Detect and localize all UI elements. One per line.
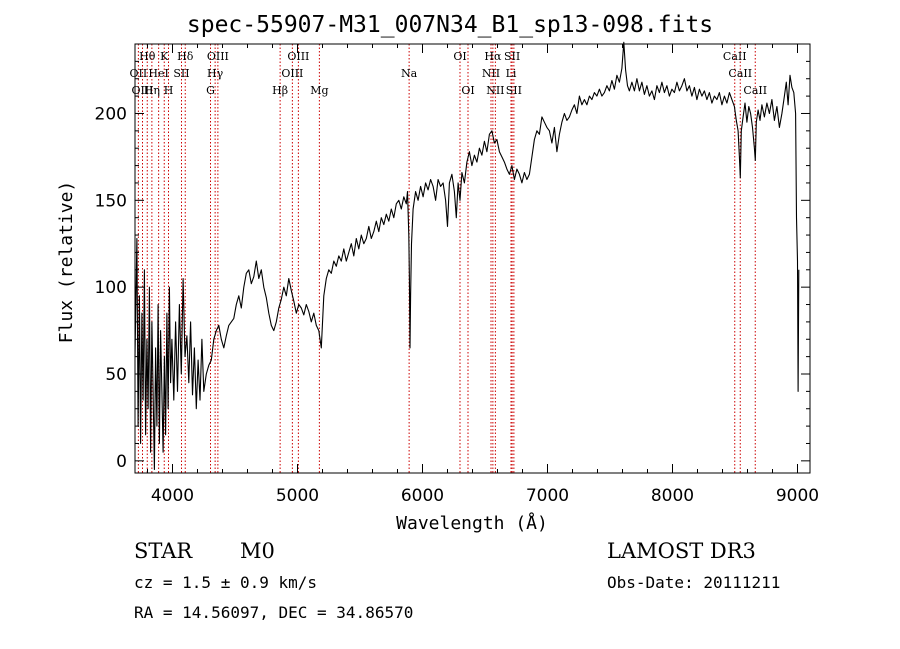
redshift-value: cz = 1.5 ± 0.9 km/s <box>134 573 318 592</box>
spectrum-series <box>134 41 800 471</box>
line-marker-label: Li <box>506 67 517 80</box>
line-marker-label: HeI <box>148 67 168 80</box>
line-marker-label: NII <box>486 84 504 97</box>
spectrum-line <box>134 41 800 471</box>
line-marker-label: SII <box>173 67 189 80</box>
line-marker-label: K <box>160 50 169 63</box>
line-marker-label: Mg <box>310 84 328 97</box>
line-marker-label: H <box>164 84 174 97</box>
line-marker-label: CaII <box>743 84 767 97</box>
line-marker-label: G <box>206 84 215 97</box>
line-marker-label: OIII <box>287 50 309 63</box>
x-tick-label: 8000 <box>651 486 694 506</box>
x-tick-label: 4000 <box>151 486 194 506</box>
y-tick-label: 150 <box>95 191 127 211</box>
line-marker-label: OI <box>453 50 466 63</box>
chart-title: spec-55907-M31_007N34_B1_sp13-098.fits <box>186 12 714 38</box>
line-marker-label: SII <box>504 50 520 63</box>
line-marker-label: OI <box>461 84 474 97</box>
line-marker-label: Hβ <box>272 84 288 97</box>
line-marker-label: CaII <box>723 50 747 63</box>
line-marker-label: OII <box>130 67 148 80</box>
line-marker-label: OIII <box>207 50 229 63</box>
line-marker-label: OIII <box>131 84 153 97</box>
line-marker-label: Hδ <box>177 50 194 63</box>
line-marker-label: Na <box>401 67 418 80</box>
y-tick-label: 50 <box>105 365 127 385</box>
y-tick-label: 100 <box>95 278 127 298</box>
y-tick-label: 0 <box>116 452 127 472</box>
line-markers <box>137 44 756 473</box>
object-class: STAR <box>134 539 193 563</box>
plot-frame <box>134 43 811 474</box>
line-marker-label: Hη <box>144 84 160 97</box>
sky-coordinates: RA = 14.56097, DEC = 34.86570 <box>134 603 414 622</box>
object-subclass: M0 <box>240 539 275 563</box>
line-marker-label: NII <box>482 67 500 80</box>
line-marker-label: Hγ <box>207 67 224 80</box>
x-tick-label: 6000 <box>401 486 444 506</box>
x-tick-label: 5000 <box>276 486 319 506</box>
line-marker-label: CaII <box>728 67 752 80</box>
line-marker-label: OIII <box>281 67 303 80</box>
axes: 4000 5000 6000 7000 8000 9000 0 50 100 150 200 <box>95 43 819 506</box>
line-marker-label: SII <box>506 84 522 97</box>
survey-name: LAMOST DR3 <box>607 539 756 563</box>
x-tick-label: 9000 <box>776 486 819 506</box>
y-tick-label: 200 <box>95 104 127 124</box>
observation-date: Obs-Date: 20111211 <box>607 573 781 592</box>
line-marker-label: Hθ <box>139 50 156 63</box>
x-axis-label: Wavelength (Å) <box>396 512 548 534</box>
y-axis-label: Flux (relative) <box>56 181 77 344</box>
x-tick-label: 7000 <box>526 486 569 506</box>
line-marker-labels: Hθ Hη K H Hδ OII OIII HeI SII OIII Hγ G Hβ OIII OIII Mg… <box>130 50 768 97</box>
line-marker-label: Hα <box>484 50 502 63</box>
